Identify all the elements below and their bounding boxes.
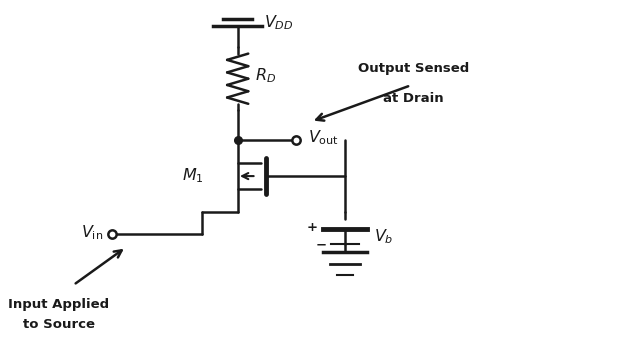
Text: $V_b$: $V_b$	[374, 227, 394, 246]
Text: $V_{DD}$: $V_{DD}$	[264, 13, 293, 32]
Text: $V_{\rm out}$: $V_{\rm out}$	[308, 129, 339, 148]
Text: Output Sensed: Output Sensed	[358, 62, 469, 75]
Text: +: +	[307, 221, 318, 234]
Text: $V_{\rm in}$: $V_{\rm in}$	[80, 223, 103, 242]
Text: −: −	[315, 239, 326, 252]
Text: $R_D$: $R_D$	[255, 66, 277, 85]
Text: at Drain: at Drain	[383, 92, 444, 105]
Text: $M_1$: $M_1$	[182, 167, 204, 185]
Text: Input Applied: Input Applied	[8, 298, 110, 311]
Text: to Source: to Source	[23, 318, 95, 331]
